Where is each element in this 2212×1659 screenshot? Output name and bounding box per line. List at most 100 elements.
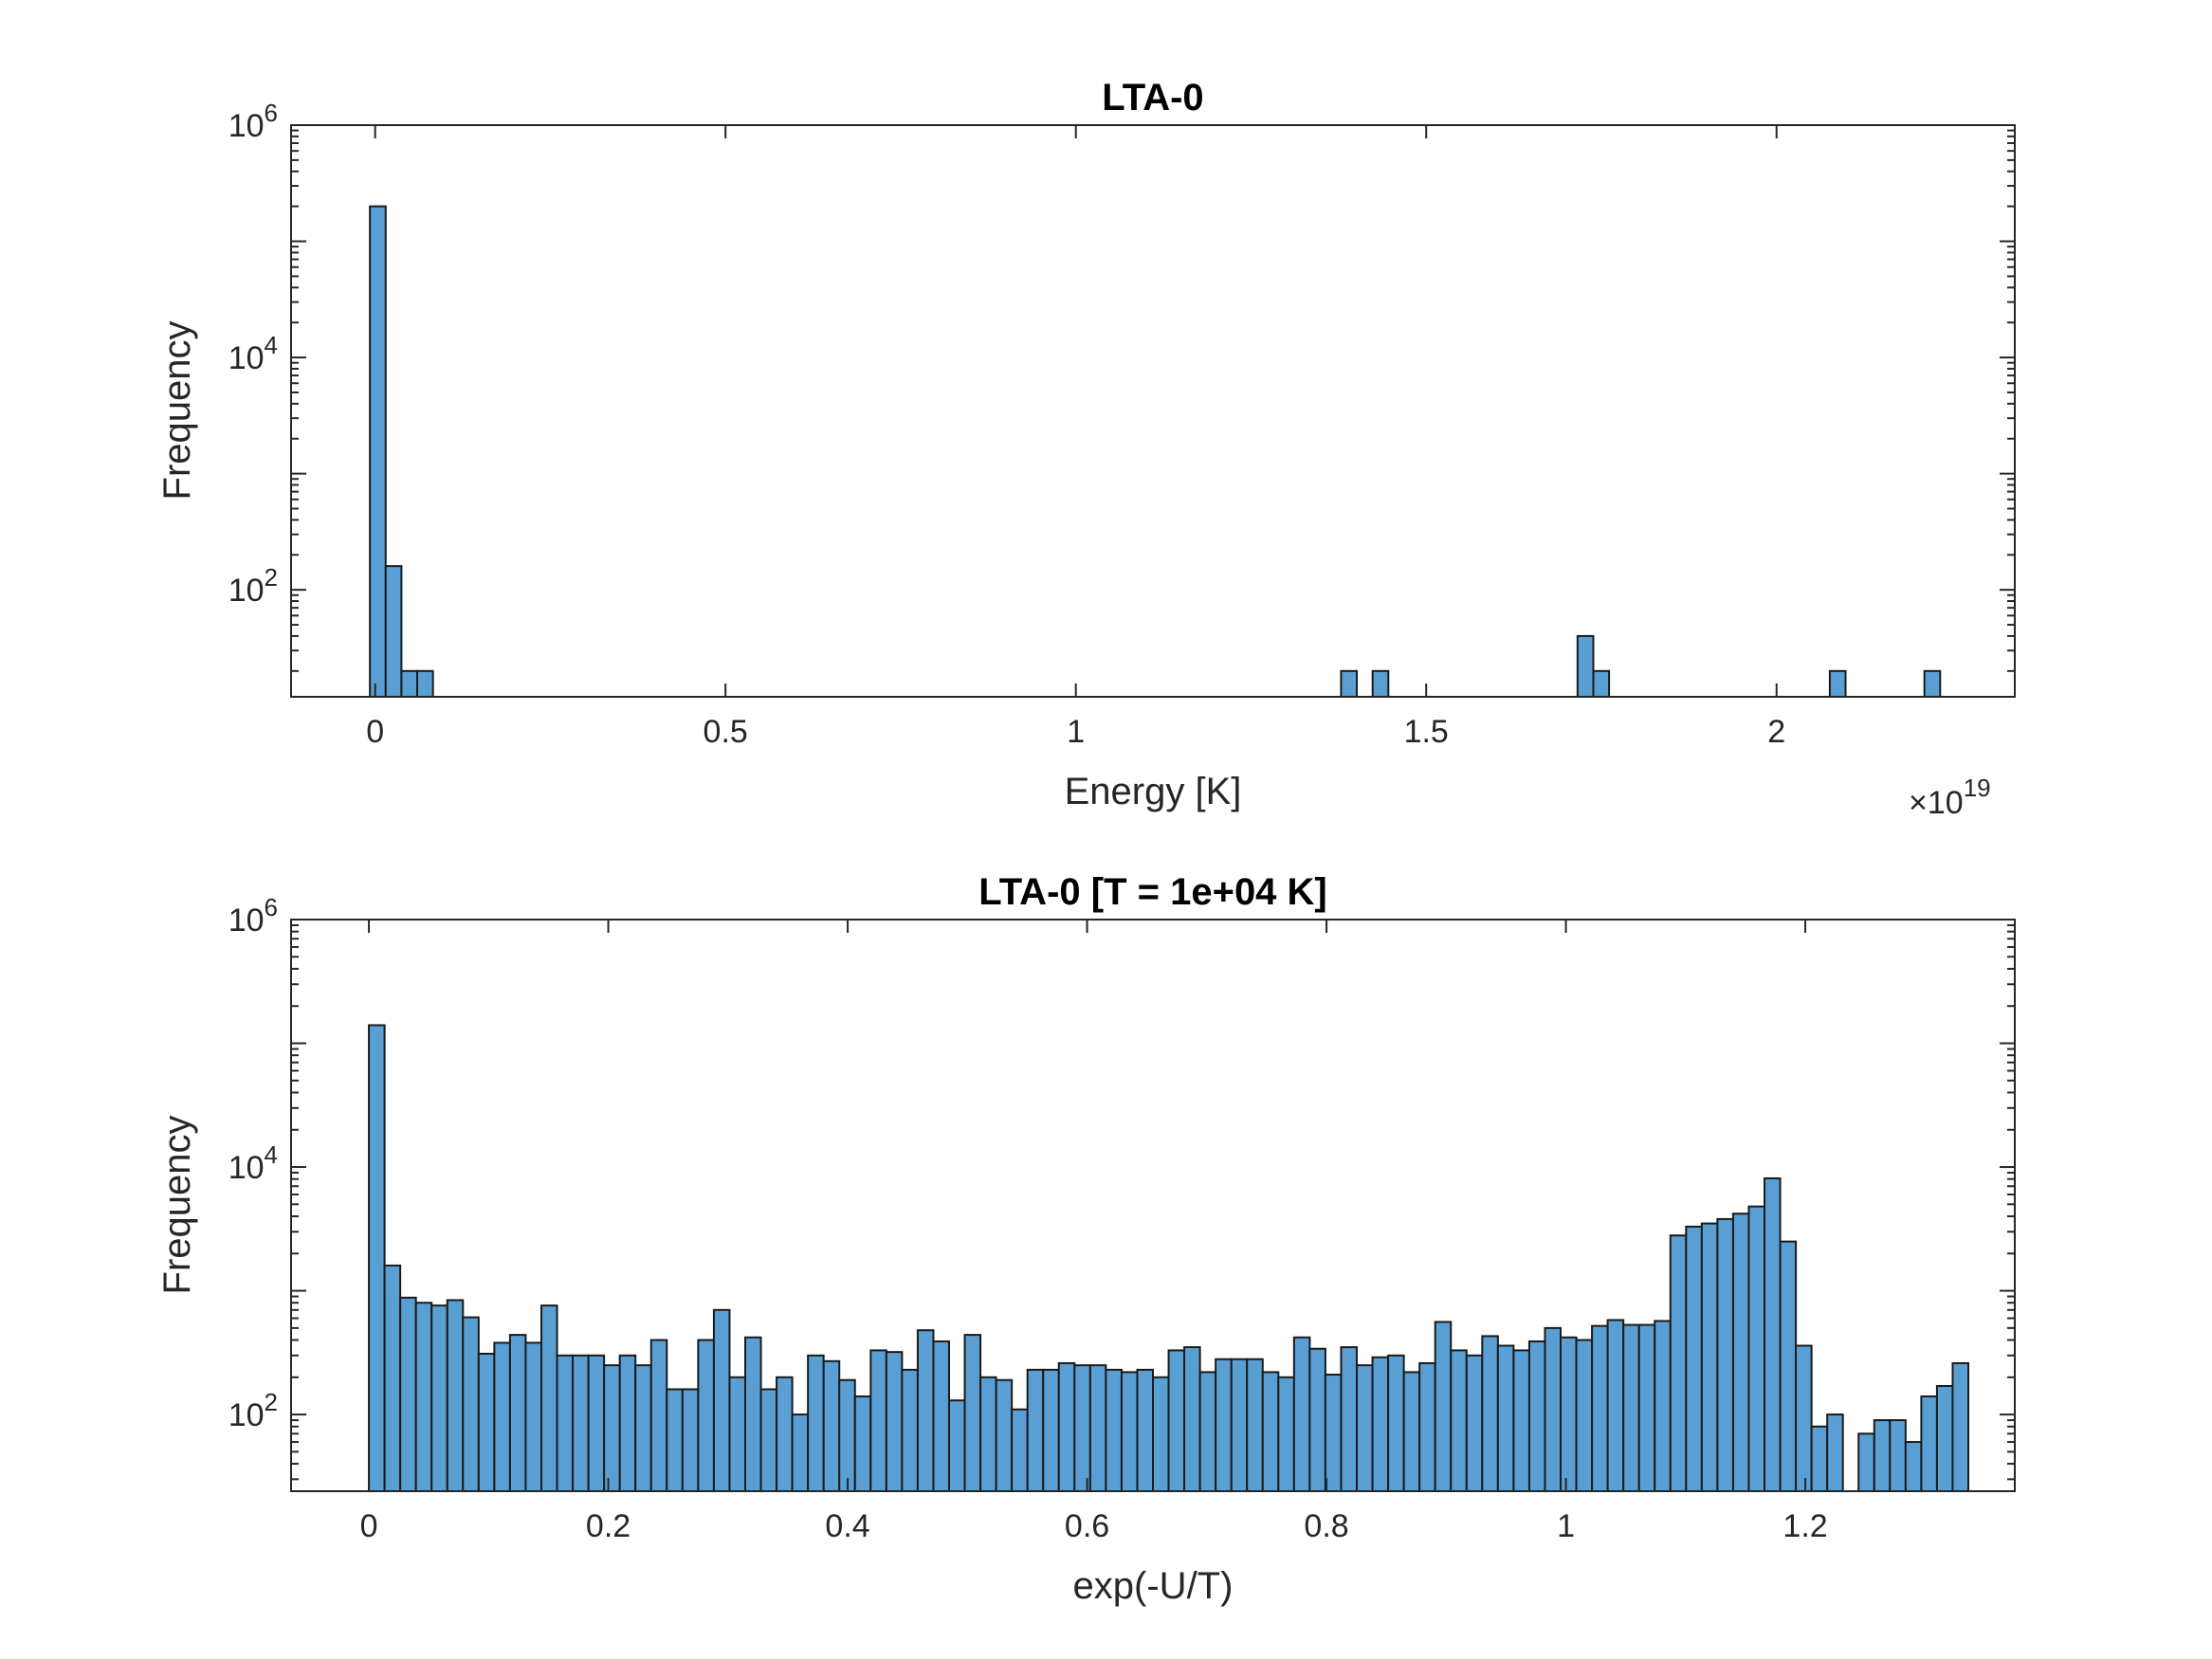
x-tick-label: 1 (1067, 714, 1085, 750)
histogram-bar (1700, 1222, 1719, 1493)
energy-histogram: LTA-0 0 0.5 1 1.5 2 102 104 106 Energy [K] Freq… (156, 77, 2016, 821)
histogram-bar (1340, 669, 1359, 698)
x-tick-label: 0.2 (586, 1508, 631, 1544)
histogram-bar (1716, 1217, 1734, 1492)
histogram-bar (368, 1024, 386, 1492)
histogram-bar (1418, 1361, 1436, 1493)
histogram-bar (728, 1376, 746, 1492)
histogram-bar (979, 1376, 997, 1492)
x-tick-label: 2 (1767, 714, 1785, 750)
histogram-bar (416, 669, 434, 698)
histogram-bar (743, 1336, 762, 1493)
x-axis-exponent: ×1019 (1909, 774, 1991, 821)
histogram-bar (1057, 1361, 1076, 1493)
histogram-bar (1167, 1349, 1186, 1492)
histogram-bar (1920, 1395, 1938, 1492)
histogram-bar (885, 1351, 904, 1492)
x-tick-label: 1.5 (1404, 714, 1449, 750)
histogram-bar (430, 1304, 448, 1492)
histogram-bars (369, 205, 1942, 699)
histogram-bar (1527, 1340, 1546, 1493)
histogram-bar (1731, 1212, 1750, 1492)
histogram-bar (1764, 1176, 1782, 1493)
histogram-bar (477, 1352, 496, 1492)
histogram-bar (369, 205, 387, 698)
histogram-bar (1685, 1225, 1703, 1492)
histogram-bar (508, 1334, 527, 1493)
histogram-bar (947, 1399, 966, 1492)
histogram-bar (1292, 1336, 1311, 1493)
histogram-bar (1230, 1358, 1249, 1493)
histogram-bar (1747, 1205, 1766, 1492)
histogram-bar (493, 1341, 511, 1493)
histogram-bar (1889, 1419, 1907, 1493)
histogram-bar (524, 1341, 542, 1493)
y-tick-label: 104 (229, 331, 278, 376)
y-axis-label: Frequency (156, 1116, 198, 1295)
y-axis-label: Frequency (156, 321, 198, 501)
histogram-bar (1857, 1432, 1875, 1492)
histogram-bar (1371, 1356, 1390, 1492)
histogram-bar (869, 1349, 887, 1492)
histogram-bar (572, 1354, 590, 1492)
y-tick-label: 106 (229, 99, 278, 144)
x-tick-label: 0.4 (825, 1508, 869, 1544)
histogram-bar (634, 1364, 652, 1493)
histogram-bar (1465, 1354, 1484, 1492)
histogram-bar (587, 1354, 606, 1492)
histogram-bar (383, 1264, 402, 1492)
histogram-bar (1637, 1323, 1656, 1492)
histogram-bar (1576, 634, 1595, 699)
histogram-bar (1277, 1376, 1295, 1492)
histogram-bar (603, 1364, 621, 1493)
histogram-bar (697, 1339, 715, 1493)
histogram-bar (995, 1378, 1014, 1493)
histogram-bar (1481, 1335, 1499, 1493)
histogram-bar (1779, 1240, 1798, 1492)
histogram-bar (1120, 1371, 1139, 1492)
histogram-bar (384, 565, 403, 698)
histogram-bar (712, 1308, 731, 1493)
y-tick-label: 102 (229, 563, 278, 609)
histogram-bar (791, 1413, 810, 1493)
histogram-bar (1669, 1234, 1688, 1492)
histogram-bar (414, 1302, 433, 1493)
axis-ticks: 0 0.5 1 1.5 2 102 104 106 (229, 99, 2015, 750)
y-tick-label: 102 (229, 1388, 278, 1433)
histogram-bar (1560, 1336, 1578, 1493)
histogram-bar (556, 1354, 575, 1492)
histogram-bar (1826, 1413, 1844, 1493)
histogram-bar (1575, 1339, 1594, 1493)
histogram-bar (1215, 1358, 1233, 1493)
histogram-bar (1923, 669, 1942, 698)
histogram-bar (1496, 1344, 1515, 1492)
histogram-bar (1873, 1419, 1892, 1493)
histogram-bar (1073, 1364, 1091, 1493)
x-tick-label: 0.8 (1304, 1508, 1348, 1544)
histogram-bar (1308, 1347, 1326, 1492)
histogram-bar (400, 669, 419, 698)
histogram-bar (1828, 669, 1847, 698)
plot-frame (290, 124, 2016, 698)
histogram-bar (853, 1395, 872, 1492)
x-tick-label: 0.6 (1065, 1508, 1109, 1544)
histogram-bar (1402, 1371, 1421, 1492)
axis-ticks: 0 0.2 0.4 0.6 0.8 1 1.2 102 104 106 (229, 893, 2015, 1544)
histogram-bar (1795, 1344, 1813, 1492)
histogram-bar (1434, 1321, 1453, 1492)
histogram-bar (1654, 1320, 1672, 1493)
histogram-bar (1183, 1346, 1201, 1492)
histogram-bar (618, 1354, 637, 1492)
histogram-bar (1512, 1349, 1530, 1492)
histogram-bar (1622, 1323, 1640, 1492)
histogram-bar (1935, 1385, 1954, 1492)
histogram-bars (368, 1024, 1970, 1493)
histogram-bar (666, 1388, 684, 1493)
plot-frame (290, 919, 2016, 1492)
histogram-bar (963, 1334, 982, 1493)
histogram-bar (1105, 1368, 1123, 1492)
histogram-bar (1810, 1425, 1829, 1492)
histogram-bar (838, 1378, 856, 1493)
histogram-bar (776, 1376, 794, 1492)
histogram-bar (822, 1359, 841, 1492)
